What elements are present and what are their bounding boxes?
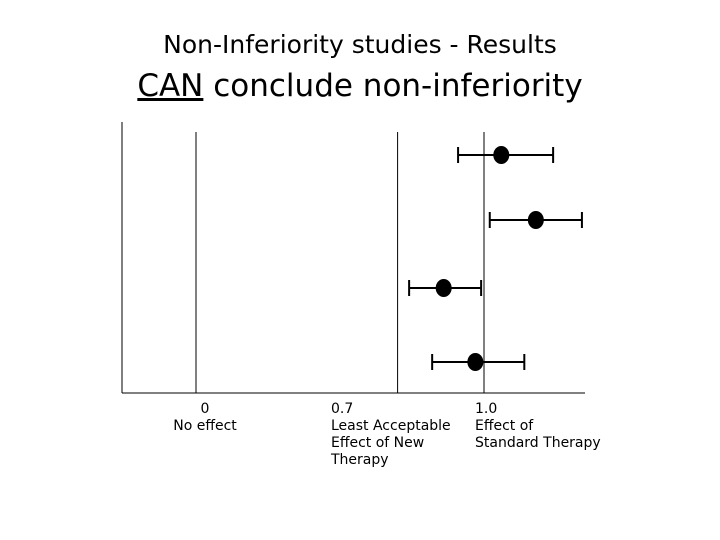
slide-title: Non-Inferiority studies - Results <box>163 30 557 59</box>
ref-label-1-line-2: Therapy <box>331 452 389 468</box>
point-estimate-3 <box>467 353 484 371</box>
ref-label-0: 0 No effect <box>150 401 260 435</box>
ref-label-2-line-0: Effect of <box>475 418 534 434</box>
point-estimate-0 <box>493 146 510 164</box>
subtitle-emphasis: CAN <box>137 68 204 104</box>
point-estimate-1 <box>527 211 544 229</box>
slide-subtitle: CAN conclude non-inferiority <box>0 68 720 104</box>
ref-label-2-value: 1.0 <box>475 401 498 417</box>
point-estimate-2 <box>435 279 452 297</box>
ref-label-1-line-1: Effect of New <box>331 435 425 451</box>
ref-label-1: 0.7 Least Acceptable Effect of New Thera… <box>331 401 451 469</box>
subtitle-rest: conclude non-inferiority <box>203 68 583 104</box>
ref-label-2-line-1: Standard Therapy <box>475 435 601 451</box>
ref-label-0-line-0: No effect <box>173 418 237 434</box>
ref-label-2: 1.0 Effect of Standard Therapy <box>475 401 601 452</box>
ref-label-0-value: 0 <box>200 401 210 417</box>
ref-label-1-value: 0.7 <box>331 401 354 417</box>
ref-label-1-line-0: Least Acceptable <box>331 418 451 434</box>
